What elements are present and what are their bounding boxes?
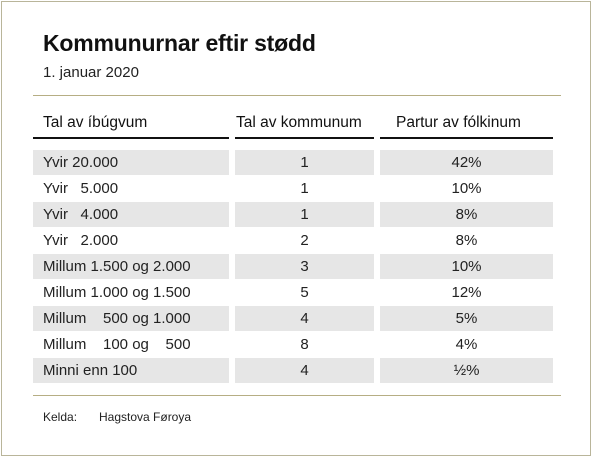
table-row-share: 8%: [380, 228, 553, 253]
header-inhabitants: Tal av íbúgvum: [43, 114, 148, 131]
table-row-share: ½%: [380, 358, 553, 383]
table-row-share: 12%: [380, 280, 553, 305]
table-row-share: 42%: [380, 150, 553, 175]
table-row-share: 5%: [380, 306, 553, 331]
table-row-share: 10%: [380, 254, 553, 279]
header-population-share: Partur av fólkinum: [396, 114, 521, 131]
table-row-count: 1: [235, 202, 374, 227]
header-underline-3: [380, 137, 553, 139]
table-row-count: 2: [235, 228, 374, 253]
table-row-share: 10%: [380, 176, 553, 201]
header-municipalities: Tal av kommunum: [236, 114, 362, 131]
table-row-label: Millum 1.000 og 1.500: [33, 280, 229, 305]
table-row-label: Yvir 20.000: [33, 150, 229, 175]
table-row-label: Yvir 2.000: [33, 228, 229, 253]
table-row-label: Millum 1.500 og 2.000: [33, 254, 229, 279]
table-row-label: Millum 100 og 500: [33, 332, 229, 357]
header-underline-2: [235, 137, 374, 139]
table-row-label: Yvir 4.000: [33, 202, 229, 227]
table-row-count: 4: [235, 358, 374, 383]
table-row-share: 4%: [380, 332, 553, 357]
table-row-count: 4: [235, 306, 374, 331]
header-underline-1: [33, 137, 229, 139]
table-row-share: 8%: [380, 202, 553, 227]
table-row-count: 8: [235, 332, 374, 357]
page-title: Kommunurnar eftir stødd: [43, 30, 316, 56]
table-row-count: 1: [235, 150, 374, 175]
table-row-label: Minni enn 100: [33, 358, 229, 383]
table-row-count: 1: [235, 176, 374, 201]
table-row-count: 3: [235, 254, 374, 279]
source-label: Kelda:: [43, 410, 78, 424]
table-row-label: Millum 500 og 1.000: [33, 306, 229, 331]
table-row-label: Yvir 5.000: [33, 176, 229, 201]
table-row-count: 5: [235, 280, 374, 305]
subtitle-date: 1. januar 2020: [43, 64, 139, 81]
source-value: Hagstova Føroya: [99, 410, 192, 424]
top-rule: [33, 95, 561, 96]
bottom-rule: [33, 395, 561, 396]
